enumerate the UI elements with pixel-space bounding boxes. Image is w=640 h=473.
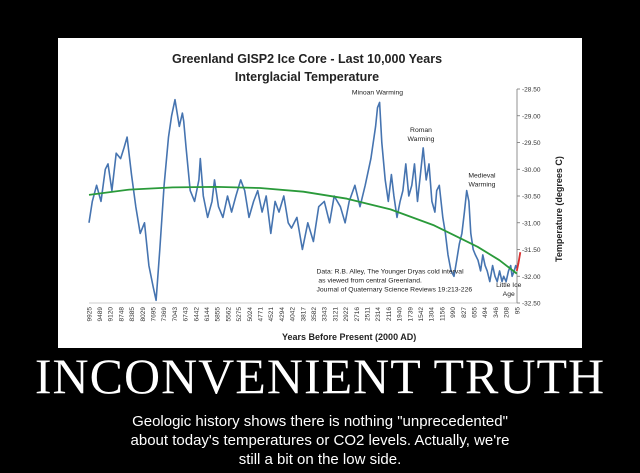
x-tick-label: 95	[514, 307, 521, 315]
x-tick-label: 655	[472, 307, 479, 318]
x-tick-label: 3817	[300, 307, 307, 322]
annotation-line: Data: R.B. Alley, The Younger Dryas cold…	[316, 269, 464, 276]
x-tick-label: 7369	[161, 307, 168, 322]
y-tick-label: -30.50	[522, 194, 541, 201]
annotation-line: Little Ice	[496, 282, 522, 289]
y-tick-label: -32.00	[522, 274, 541, 281]
x-tick-label: 1542	[418, 307, 425, 322]
annotation-source: Data: R.B. Alley, The Younger Dryas cold…	[316, 269, 472, 294]
x-tick-label: 6743	[183, 307, 190, 322]
annotation-line: Roman	[410, 127, 432, 134]
annotation-line: Medieval	[468, 172, 496, 179]
y-tick-label: -31.50	[522, 247, 541, 254]
x-tick-label: 6144	[204, 307, 211, 322]
x-tick-label: 346	[493, 307, 500, 318]
x-tick-label: 2116	[386, 307, 393, 321]
y-tick-label: -30.00	[522, 167, 541, 174]
x-axis-label: Years Before Present (2000 AD)	[282, 332, 416, 342]
x-tick-label: 827	[461, 307, 468, 318]
x-tick-label: 5024	[247, 307, 254, 322]
x-tick-label: 1940	[397, 307, 404, 322]
chart-frame: Greenland GISP2 Ice Core - Last 10,000 Y…	[58, 38, 582, 348]
annotation-line: Age	[503, 291, 515, 298]
caption-line: still a bit on the low side.	[238, 451, 402, 468]
x-tick-label: 5562	[225, 307, 232, 322]
x-tick-label: 990	[450, 307, 457, 318]
caption-line: about today's temperatures or CO2 levels…	[130, 432, 510, 449]
y-tick-label: -32.50	[522, 301, 541, 308]
y-tick-label: -29.50	[522, 140, 541, 147]
chart-title: Greenland GISP2 Ice Core - Last 10,000 Y…	[172, 52, 442, 66]
x-tick-label: 5275	[236, 307, 243, 322]
y-tick-label: -28.50	[522, 87, 541, 94]
y-axis-label: Temperature (degrees C)	[554, 156, 564, 262]
poster-headline: INCONVENIENT TRUTH	[34, 348, 606, 404]
annotation-line: Minoan Warming	[352, 89, 403, 96]
x-tick-label: 2716	[354, 307, 361, 322]
x-tick-label: 1156	[439, 307, 446, 321]
annotation-line: Warming	[468, 181, 495, 188]
x-tick-label: 7043	[172, 307, 179, 322]
x-tick-label: 4521	[268, 307, 275, 322]
x-tick-label: 9120	[108, 307, 115, 322]
trend-line	[88, 186, 518, 275]
poster-caption: Geologic history shows there is nothing …	[0, 412, 640, 469]
x-tick-label: 9489	[97, 307, 104, 322]
x-tick-label: 3121	[332, 307, 339, 322]
chart-subtitle: Interglacial Temperature	[235, 70, 379, 84]
x-tick-label: 3582	[311, 307, 318, 322]
x-tick-label: 8385	[129, 307, 136, 322]
x-tick-label: 6442	[193, 307, 200, 322]
x-tick-label: 2511	[365, 307, 372, 321]
x-tick-label: 208	[504, 307, 511, 318]
annotation-little-ice-age: Little Ice Age	[496, 282, 522, 298]
x-tick-label: 3343	[322, 307, 329, 322]
caption-line: Geologic history shows there is nothing …	[132, 413, 508, 430]
annotation-medieval: Medieval Warming	[468, 172, 496, 188]
x-tick-label: 2314	[375, 307, 382, 322]
x-tick-label: 4042	[290, 307, 297, 322]
annotation-line: Journal of Quaternary Science Reviews 19…	[316, 287, 472, 294]
y-tick-label: -29.00	[522, 113, 541, 120]
x-tick-label: 8029	[140, 307, 147, 322]
x-tick-label: 1304	[429, 307, 436, 322]
x-tick-label: 1739	[407, 307, 414, 322]
x-tick-label: 7695	[151, 307, 158, 322]
annotation-line: as viewed from central Greenland.	[316, 278, 422, 285]
x-tick-label: 4294	[279, 307, 286, 322]
annotation-minoan: Minoan Warming	[352, 89, 403, 96]
temperature-series-line	[88, 98, 518, 302]
x-tick-label: 2922	[343, 307, 350, 322]
x-tick-label: 4771	[258, 307, 265, 322]
x-tick-label: 494	[482, 307, 489, 318]
y-tick-label: -31.00	[522, 220, 541, 227]
x-tick-label: 9925	[86, 307, 93, 322]
temperature-chart: Greenland GISP2 Ice Core - Last 10,000 Y…	[86, 52, 564, 342]
annotation-roman: Roman Warming	[408, 127, 435, 143]
annotation-line: Warming	[408, 136, 435, 143]
x-tick-label: 5855	[215, 307, 222, 322]
x-tick-label: 8748	[118, 307, 125, 322]
modern-uptick-line	[515, 252, 522, 272]
